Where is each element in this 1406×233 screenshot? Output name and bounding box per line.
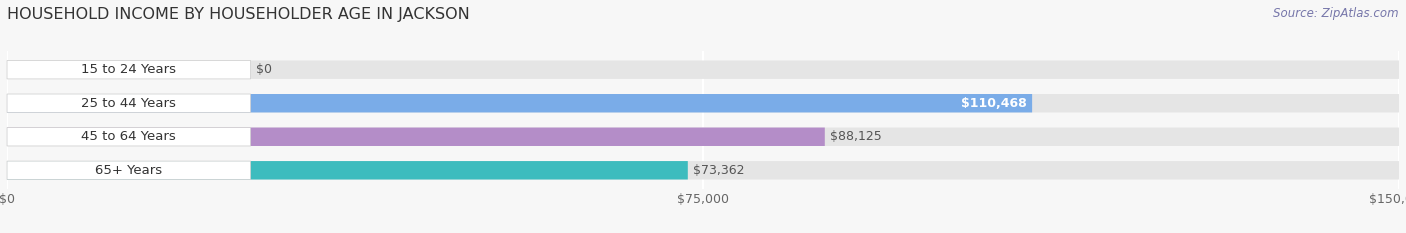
FancyBboxPatch shape (7, 127, 1399, 146)
Text: $88,125: $88,125 (831, 130, 882, 143)
FancyBboxPatch shape (7, 94, 1032, 113)
FancyBboxPatch shape (7, 161, 1399, 179)
FancyBboxPatch shape (7, 161, 250, 179)
Text: 65+ Years: 65+ Years (96, 164, 162, 177)
FancyBboxPatch shape (7, 94, 250, 113)
FancyBboxPatch shape (7, 61, 250, 79)
FancyBboxPatch shape (7, 94, 1399, 113)
Text: $73,362: $73,362 (693, 164, 745, 177)
FancyBboxPatch shape (7, 61, 1399, 79)
FancyBboxPatch shape (7, 127, 250, 146)
Text: $110,468: $110,468 (960, 97, 1026, 110)
FancyBboxPatch shape (7, 127, 825, 146)
FancyBboxPatch shape (7, 161, 688, 179)
Text: 15 to 24 Years: 15 to 24 Years (82, 63, 176, 76)
Text: 45 to 64 Years: 45 to 64 Years (82, 130, 176, 143)
Text: HOUSEHOLD INCOME BY HOUSEHOLDER AGE IN JACKSON: HOUSEHOLD INCOME BY HOUSEHOLDER AGE IN J… (7, 7, 470, 22)
Text: $0: $0 (256, 63, 273, 76)
Text: Source: ZipAtlas.com: Source: ZipAtlas.com (1274, 7, 1399, 20)
Text: 25 to 44 Years: 25 to 44 Years (82, 97, 176, 110)
